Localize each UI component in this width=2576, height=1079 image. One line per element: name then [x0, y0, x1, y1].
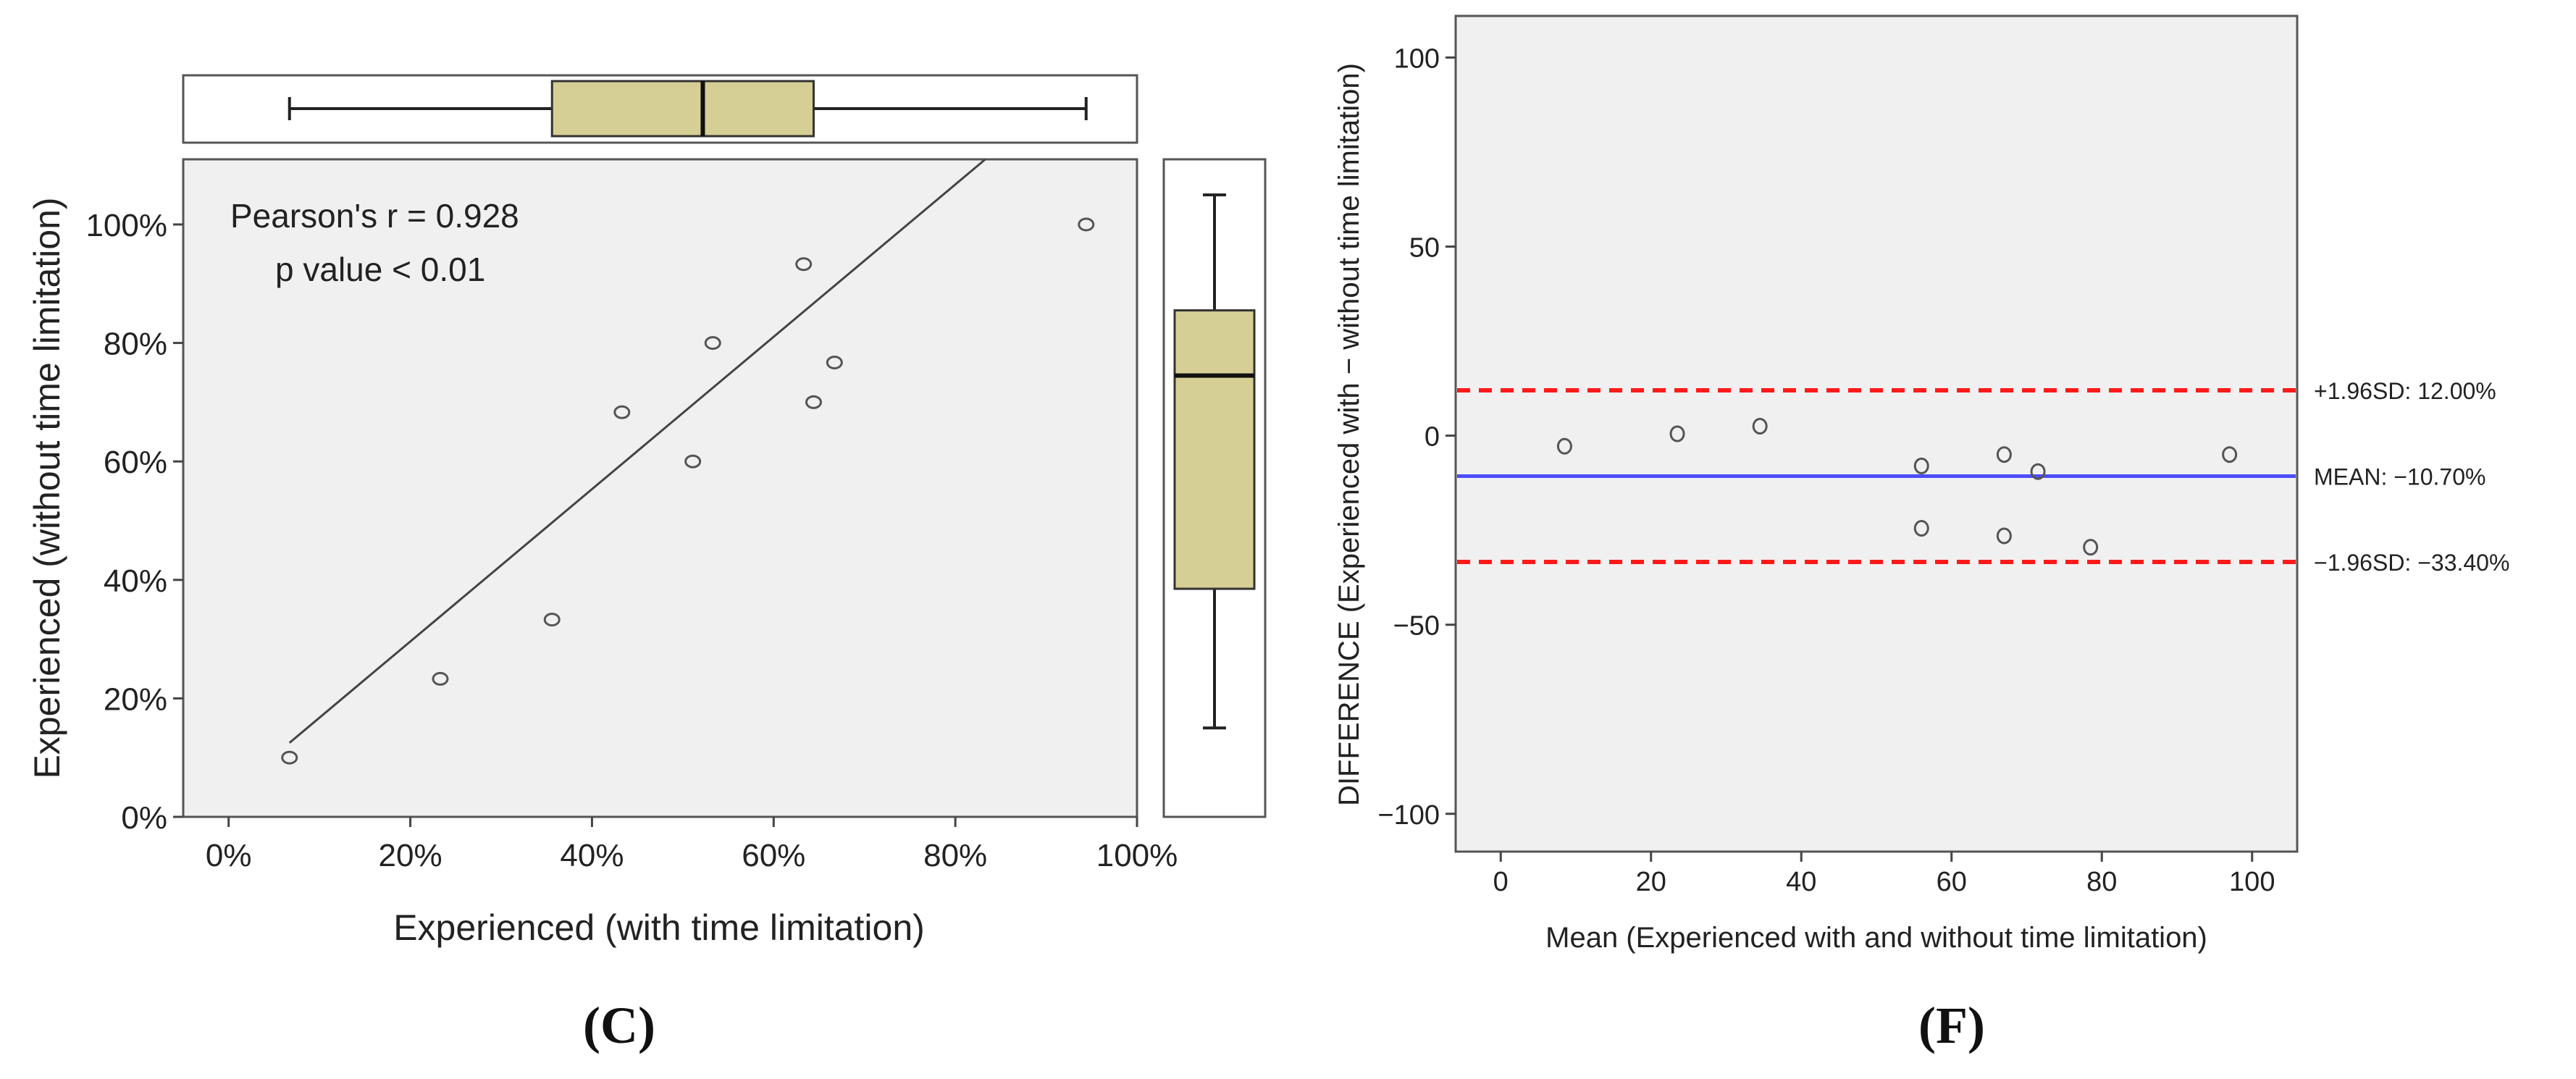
pearson-annotation: Pearson's r = 0.928	[230, 197, 519, 235]
panel-c-axes: 0% 20% 40% 60% 80% 100% 0% 20% 40% 60% 80% 100%	[85, 208, 1178, 873]
panel-c-points	[281, 217, 1095, 765]
panel-c-label: (C)	[583, 996, 655, 1054]
f-x-tick-label: 60	[1937, 867, 1967, 897]
panel-c-y-axis-label: Experienced (without time limitation)	[27, 197, 67, 778]
panel-f-x-axis-label: Mean (Experienced with and without time …	[1545, 922, 2207, 954]
c-y-tick-label: 100%	[85, 208, 167, 243]
c-data-point	[795, 257, 813, 272]
x-marginal-boxplot	[288, 80, 1088, 138]
panel-f-y-axis-label: DIFFERENCE (Experienced with − without t…	[1333, 63, 1365, 806]
panel-f-reference-lines: +1.96SD: 12.00% MEAN: −10.70% −1.96SD: −33…	[1457, 378, 2509, 576]
reference-line-label: MEAN: −10.70%	[2314, 463, 2485, 490]
panel-f-label: (F)	[1918, 996, 1985, 1054]
reference-line-label: −1.96SD: −33.40%	[2314, 550, 2509, 576]
f-data-point	[1996, 446, 2012, 463]
regression-line	[288, 158, 986, 744]
f-data-point	[1996, 527, 2012, 545]
f-data-point	[2222, 446, 2238, 463]
f-y-tick-label: 0	[1425, 422, 1440, 453]
c-x-tick-label: 40%	[560, 838, 624, 873]
y-box	[1173, 309, 1256, 590]
c-x-tick-label: 0%	[206, 838, 252, 873]
c-x-tick-label: 60%	[742, 838, 805, 873]
f-y-tick-label: 50	[1409, 233, 1440, 264]
c-data-point	[543, 613, 561, 627]
c-data-point	[1078, 217, 1095, 232]
x-box	[550, 80, 815, 138]
c-x-tick-label: 100%	[1096, 838, 1178, 873]
c-y-tick-label: 20%	[104, 681, 167, 717]
f-x-tick-label: 0	[1493, 867, 1509, 897]
c-data-point	[684, 454, 702, 469]
y-marginal-boxplot	[1173, 193, 1256, 730]
f-y-tick-label: −100	[1377, 800, 1440, 831]
f-data-point	[1669, 425, 1685, 442]
f-x-tick-label: 40	[1786, 867, 1816, 897]
f-data-point	[1556, 437, 1572, 455]
panel-c: 0% 20% 40% 60% 80% 100% 0% 20% 40% 60% 80% 100% Pea…	[27, 74, 1267, 1054]
panel-f-points	[1556, 418, 2238, 556]
reference-line-label: +1.96SD: 12.00%	[2314, 378, 2496, 404]
f-data-point	[2030, 463, 2046, 480]
f-y-tick-label: 100	[1394, 43, 1440, 74]
c-y-tick-label: 0%	[121, 800, 167, 836]
f-data-point	[1913, 457, 1929, 474]
regression-line-group	[288, 158, 986, 744]
f-x-tick-label: 100	[2229, 867, 2275, 897]
c-data-point	[826, 356, 843, 370]
f-x-tick-label: 80	[2086, 867, 2117, 897]
bland-altman-plot-area	[1454, 14, 2299, 853]
f-y-tick-label: −50	[1393, 611, 1440, 642]
panel-f-axes: 0 20 40 60 80 100 −100 −50 0 50 100	[1377, 43, 2275, 897]
scatter-plot-area	[182, 158, 1138, 818]
c-data-point	[805, 395, 822, 409]
c-x-tick-label: 20%	[379, 838, 442, 873]
c-y-tick-label: 40%	[104, 563, 167, 599]
f-data-point	[1752, 418, 1768, 435]
c-data-point	[613, 405, 631, 419]
panel-c-x-axis-label: Experienced (with time limitation)	[393, 907, 925, 948]
c-data-point	[704, 336, 721, 350]
f-data-point	[2083, 539, 2099, 556]
c-data-point	[432, 671, 449, 686]
p-value-annotation: p value < 0.01	[275, 251, 485, 288]
c-y-tick-label: 80%	[104, 327, 167, 362]
panel-f: 0 20 40 60 80 100 −100 −50 0 50 100 +1.96SD: 12.00…	[1333, 14, 2509, 1054]
c-x-tick-label: 80%	[923, 838, 987, 873]
c-data-point	[281, 750, 298, 765]
f-x-tick-label: 20	[1636, 867, 1666, 897]
f-data-point	[1913, 520, 1929, 537]
c-y-tick-label: 60%	[104, 445, 167, 480]
